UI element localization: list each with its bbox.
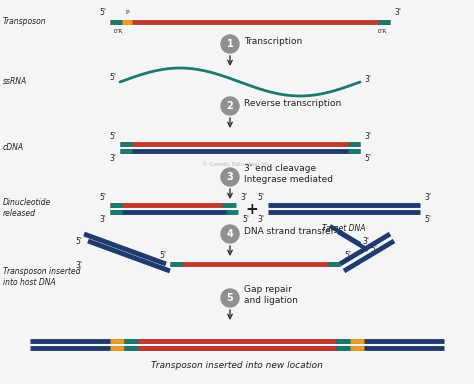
Text: 5': 5' bbox=[370, 245, 377, 253]
Text: 5': 5' bbox=[159, 251, 166, 260]
Text: cDNA: cDNA bbox=[3, 142, 24, 152]
Circle shape bbox=[221, 97, 239, 115]
Text: 3': 3' bbox=[75, 261, 82, 270]
Text: Dinucleotide
released: Dinucleotide released bbox=[3, 198, 51, 218]
Text: 5': 5' bbox=[109, 132, 116, 141]
Circle shape bbox=[221, 289, 239, 307]
Text: 5': 5' bbox=[99, 193, 106, 202]
Text: +: + bbox=[246, 202, 258, 217]
Text: 5': 5' bbox=[242, 215, 249, 224]
Text: Gap repair
and ligation: Gap repair and ligation bbox=[244, 285, 298, 305]
Text: 3': 3' bbox=[362, 237, 369, 245]
Text: Transposon inserted
into host DNA: Transposon inserted into host DNA bbox=[3, 267, 81, 287]
Text: 5': 5' bbox=[99, 8, 106, 17]
Text: P: P bbox=[125, 10, 129, 15]
Text: 5': 5' bbox=[344, 251, 351, 260]
Text: 3': 3' bbox=[240, 193, 247, 202]
Text: ssRNA: ssRNA bbox=[3, 78, 27, 86]
Text: 5': 5' bbox=[75, 237, 82, 246]
Text: Reverse transcription: Reverse transcription bbox=[244, 99, 341, 109]
Text: Transcription: Transcription bbox=[244, 38, 302, 46]
Text: 3' end cleavage
Integrase mediated: 3' end cleavage Integrase mediated bbox=[244, 164, 333, 184]
Text: 5: 5 bbox=[227, 293, 233, 303]
Circle shape bbox=[221, 225, 239, 243]
Text: 4: 4 bbox=[227, 229, 233, 239]
Text: 5': 5' bbox=[109, 73, 116, 81]
Text: 3: 3 bbox=[227, 172, 233, 182]
Text: Transposon: Transposon bbox=[3, 18, 46, 26]
Text: 3': 3' bbox=[257, 215, 264, 224]
Text: 1: 1 bbox=[227, 39, 233, 49]
Text: © Genetic Education Inc.: © Genetic Education Inc. bbox=[202, 162, 272, 167]
Text: 3': 3' bbox=[424, 193, 431, 202]
Text: LTR: LTR bbox=[377, 29, 387, 34]
Text: DNA strand transfer: DNA strand transfer bbox=[244, 227, 334, 237]
Text: 3': 3' bbox=[394, 8, 401, 17]
Text: LTR: LTR bbox=[113, 29, 123, 34]
Text: 5': 5' bbox=[257, 193, 264, 202]
Text: 3': 3' bbox=[109, 154, 116, 163]
Text: 3': 3' bbox=[99, 215, 106, 224]
Text: 5': 5' bbox=[364, 154, 371, 163]
Text: Target DNA: Target DNA bbox=[322, 224, 366, 233]
Circle shape bbox=[221, 168, 239, 186]
Text: 5': 5' bbox=[424, 215, 431, 224]
Text: 3': 3' bbox=[364, 132, 371, 141]
Circle shape bbox=[221, 35, 239, 53]
Text: Transposon inserted into new location: Transposon inserted into new location bbox=[151, 361, 323, 370]
Text: 2: 2 bbox=[227, 101, 233, 111]
Text: 3': 3' bbox=[364, 76, 371, 84]
